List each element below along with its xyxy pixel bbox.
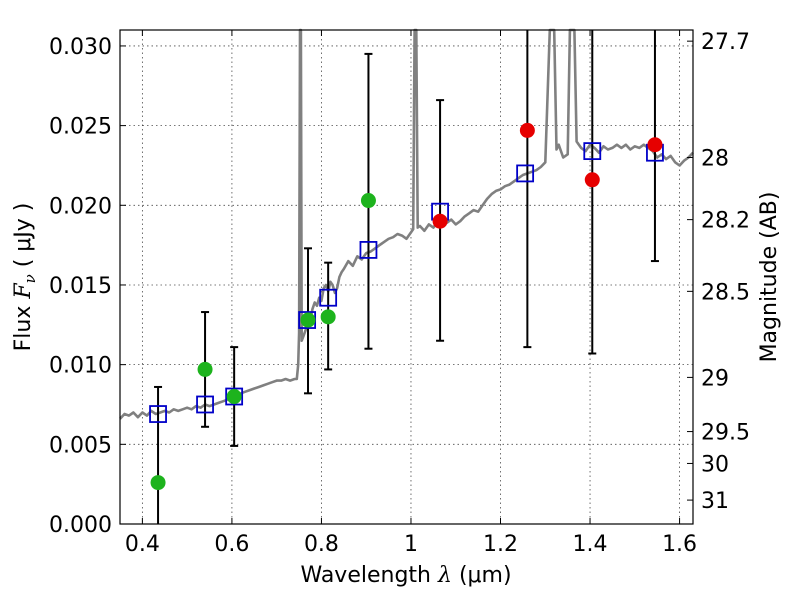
y-tick-label: 0.010 (49, 354, 112, 379)
model-photometry-square (583, 142, 602, 161)
observed-point (300, 312, 316, 328)
axis-labels: Wavelength λ (μm) Flux Fν ( μJy ) Magnit… (11, 192, 782, 588)
model-photometry-square (319, 288, 338, 307)
model-photometry-square (359, 241, 378, 259)
y2-tick-label: 29 (701, 366, 729, 391)
y-tick-label: 0.020 (49, 194, 112, 219)
x-axis-label: Wavelength λ (μm) (300, 563, 511, 588)
observed-point (360, 193, 376, 209)
plot-frame (119, 29, 694, 525)
y2-tick-label: 29.5 (701, 421, 750, 446)
x-tick-label: 0.4 (125, 532, 160, 557)
y-tick-label: 0.030 (49, 35, 112, 60)
error-bars (154, 30, 659, 524)
observed-point (320, 309, 336, 325)
x-tick-label: 1.6 (662, 532, 697, 557)
model-photometry-square (196, 395, 214, 414)
y-tick-label: 0.025 (49, 115, 112, 140)
x-tick-label: 1.4 (573, 532, 608, 557)
x-tick-label: 0.8 (304, 532, 339, 557)
y-tick-label: 0.000 (49, 513, 112, 538)
y2-tick-label: 28.2 (701, 209, 750, 234)
y2-tick-label: 27.7 (701, 30, 750, 55)
model-photometry-markers (149, 142, 664, 423)
observed-point (150, 475, 166, 491)
observed-point (432, 213, 448, 229)
y2-tick-label: 28 (701, 146, 729, 171)
observed-point (584, 172, 600, 188)
x-tick-label: 1.2 (483, 532, 518, 557)
x-tick-label: 1 (404, 532, 418, 557)
axis-ticks: 0.4 0.6 0.8 1 1.2 1.4 1.6 0.000 0.005 0.010 0.015 0… (49, 30, 750, 557)
y2-tick-label: 28.5 (701, 280, 750, 305)
y2-axis-label: Magnitude (AB) (757, 192, 782, 363)
grid-lines (120, 30, 693, 525)
observed-point (519, 122, 535, 138)
model-photometry-square (225, 387, 244, 406)
observed-point (647, 137, 663, 153)
observed-markers (150, 122, 663, 491)
y-axis-label: Flux Fν ( μJy ) (11, 203, 39, 352)
observed-point (226, 389, 242, 405)
y-tick-label: 0.005 (49, 433, 112, 458)
x-tick-label: 0.6 (214, 532, 249, 557)
y2-tick-label: 31 (701, 489, 729, 514)
model-photometry-square (149, 405, 167, 423)
model-photometry-square (516, 164, 535, 183)
y2-tick-label: 30 (701, 452, 729, 477)
observed-point (197, 361, 213, 377)
y-tick-label: 0.015 (49, 274, 112, 299)
